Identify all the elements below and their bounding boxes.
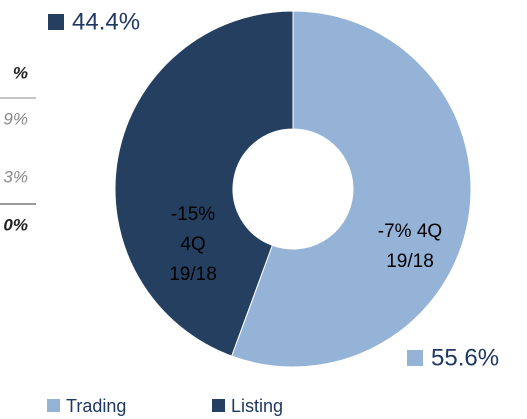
legend-label: Listing xyxy=(231,396,283,416)
value-label: 55.6% xyxy=(431,344,499,371)
cell: 0% xyxy=(3,215,28,234)
cell: % xyxy=(13,63,28,82)
label-swatch xyxy=(48,14,64,30)
legend-swatch xyxy=(47,399,60,412)
cell: 3% xyxy=(3,167,28,186)
slice xyxy=(114,10,294,357)
segment-note: -15% xyxy=(171,204,215,225)
segment-note: 4Q xyxy=(180,234,205,255)
cell: 9% xyxy=(3,109,28,128)
segment-note: 19/18 xyxy=(169,264,217,285)
side-table: % 9% 3% 0% xyxy=(0,63,36,234)
value-label: 44.4% xyxy=(72,8,140,35)
segment-note: -7% 4Q xyxy=(378,221,442,242)
label-swatch xyxy=(407,350,423,366)
slice xyxy=(231,10,472,368)
legend-label: Trading xyxy=(66,396,126,416)
segment-note: 19/18 xyxy=(386,251,434,272)
legend-swatch xyxy=(212,399,225,412)
